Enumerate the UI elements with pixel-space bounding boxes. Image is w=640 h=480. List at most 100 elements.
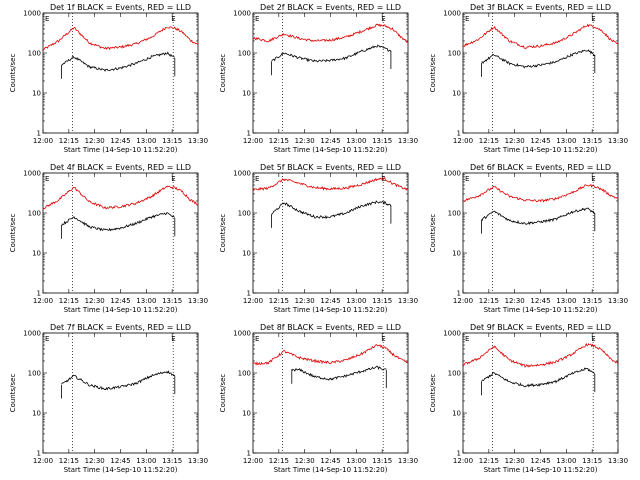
y-tick-label: 100 xyxy=(448,370,461,378)
marker-label: E xyxy=(45,175,49,183)
y-tick-label: 100 xyxy=(28,370,41,378)
x-axis-label: Start Time (14-Sep-10 11:52:20) xyxy=(484,466,598,474)
x-tick-label: 13:30 xyxy=(608,297,628,305)
marker-label: E xyxy=(171,335,175,343)
y-tick-label: 100 xyxy=(448,210,461,218)
marker-label: E xyxy=(45,335,49,343)
panel-title: Det 9f BLACK = Events, RED = LLD xyxy=(470,323,611,332)
marker-label: E xyxy=(465,175,469,183)
y-axis-label: Counts/sec xyxy=(9,54,17,93)
panel-title: Det 3f BLACK = Events, RED = LLD xyxy=(470,3,611,12)
x-tick-label: 13:30 xyxy=(398,297,418,305)
x-tick-label: 12:00 xyxy=(33,297,53,305)
y-tick-label: 1 xyxy=(37,450,41,458)
x-tick-label: 12:15 xyxy=(269,137,289,145)
x-tick-label: 12:00 xyxy=(453,297,473,305)
y-tick-label: 10 xyxy=(242,250,251,258)
y-axis-label: Counts/sec xyxy=(219,54,227,93)
y-axis-label: Counts/sec xyxy=(429,54,437,93)
x-tick-label: 13:00 xyxy=(556,457,576,465)
y-tick-label: 1 xyxy=(37,290,41,298)
y-tick-label: 10 xyxy=(242,410,251,418)
x-tick-label: 13:15 xyxy=(372,297,392,305)
x-tick-label: 12:45 xyxy=(320,457,340,465)
lld-series-line xyxy=(252,23,409,44)
x-axis-label: Start Time (14-Sep-10 11:52:20) xyxy=(64,146,178,154)
y-tick-label: 100 xyxy=(238,50,251,58)
marker-label: E xyxy=(171,175,175,183)
panel-det-7: Det 7f BLACK = Events, RED = LLD 1 10 100 10… xyxy=(9,323,208,474)
x-tick-label: 13:30 xyxy=(188,137,208,145)
y-tick-label: 1000 xyxy=(443,170,461,178)
y-axis-label: Counts/sec xyxy=(219,214,227,253)
x-tick-label: 12:15 xyxy=(59,137,79,145)
y-axis-label: Counts/sec xyxy=(9,214,17,253)
y-tick-label: 1 xyxy=(247,450,251,458)
x-tick-label: 13:15 xyxy=(582,297,602,305)
y-tick-label: 10 xyxy=(452,250,461,258)
x-tick-label: 12:30 xyxy=(85,457,105,465)
x-tick-label: 12:15 xyxy=(479,137,499,145)
x-tick-label: 13:00 xyxy=(136,297,156,305)
x-axis-label: Start Time (14-Sep-10 11:52:20) xyxy=(64,466,178,474)
events-series-line xyxy=(291,365,387,389)
x-tick-label: 13:15 xyxy=(162,297,182,305)
x-tick-label: 12:00 xyxy=(243,457,263,465)
x-tick-label: 12:45 xyxy=(320,137,340,145)
y-tick-label: 100 xyxy=(238,370,251,378)
panel-det-4: Det 4f BLACK = Events, RED = LLD 1 10 100 10… xyxy=(9,163,208,314)
y-tick-label: 1 xyxy=(247,290,251,298)
x-tick-label: 13:00 xyxy=(346,457,366,465)
marker-label: E xyxy=(171,15,175,23)
lld-series-line xyxy=(42,26,199,51)
y-tick-label: 10 xyxy=(452,410,461,418)
x-tick-label: 13:00 xyxy=(346,297,366,305)
panel-title: Det 7f BLACK = Events, RED = LLD xyxy=(50,323,191,332)
x-tick-label: 13:30 xyxy=(608,457,628,465)
x-tick-label: 12:30 xyxy=(505,457,525,465)
events-series-line xyxy=(481,49,596,77)
y-tick-label: 1 xyxy=(457,130,461,138)
marker-label: E xyxy=(255,335,259,343)
y-axis-label: Counts/sec xyxy=(219,374,227,413)
y-tick-label: 100 xyxy=(448,50,461,58)
x-tick-label: 12:45 xyxy=(110,457,130,465)
x-tick-label: 12:00 xyxy=(33,137,53,145)
y-tick-label: 1000 xyxy=(233,10,251,18)
y-tick-label: 1000 xyxy=(23,330,41,338)
marker-label: E xyxy=(591,335,595,343)
x-tick-label: 13:30 xyxy=(188,297,208,305)
x-tick-label: 13:30 xyxy=(188,457,208,465)
x-tick-label: 12:15 xyxy=(269,297,289,305)
x-tick-label: 13:00 xyxy=(556,137,576,145)
x-tick-label: 13:15 xyxy=(162,457,182,465)
lld-series-line xyxy=(462,342,619,368)
y-tick-label: 1000 xyxy=(443,10,461,18)
x-tick-label: 12:00 xyxy=(243,297,263,305)
x-tick-label: 13:15 xyxy=(582,457,602,465)
x-tick-label: 12:30 xyxy=(85,137,105,145)
y-tick-label: 10 xyxy=(452,90,461,98)
y-tick-label: 1000 xyxy=(23,170,41,178)
x-tick-label: 12:00 xyxy=(453,137,473,145)
lld-series-line xyxy=(252,343,409,366)
x-tick-label: 12:00 xyxy=(243,137,263,145)
lld-series-line xyxy=(252,177,409,191)
y-tick-label: 1000 xyxy=(23,10,41,18)
panel-det-2: Det 2f BLACK = Events, RED = LLD 1 10 100 10… xyxy=(219,3,418,154)
panel-det-6: Det 6f BLACK = Events, RED = LLD 1 10 100 10… xyxy=(429,163,628,314)
x-tick-label: 12:30 xyxy=(295,297,315,305)
panel-det-5: Det 5f BLACK = Events, RED = LLD 1 10 100 10… xyxy=(219,163,418,314)
marker-label: E xyxy=(255,15,259,23)
events-series-line xyxy=(481,207,596,234)
y-tick-label: 1 xyxy=(247,130,251,138)
events-series-line xyxy=(271,44,392,76)
x-tick-label: 13:15 xyxy=(372,137,392,145)
x-tick-label: 12:30 xyxy=(505,297,525,305)
y-tick-label: 100 xyxy=(28,210,41,218)
y-tick-label: 10 xyxy=(32,410,41,418)
panel-det-8: Det 8f BLACK = Events, RED = LLD 1 10 100 10… xyxy=(219,323,418,474)
x-tick-label: 12:30 xyxy=(295,457,315,465)
x-tick-label: 12:30 xyxy=(85,297,105,305)
lld-series-line xyxy=(42,185,199,210)
